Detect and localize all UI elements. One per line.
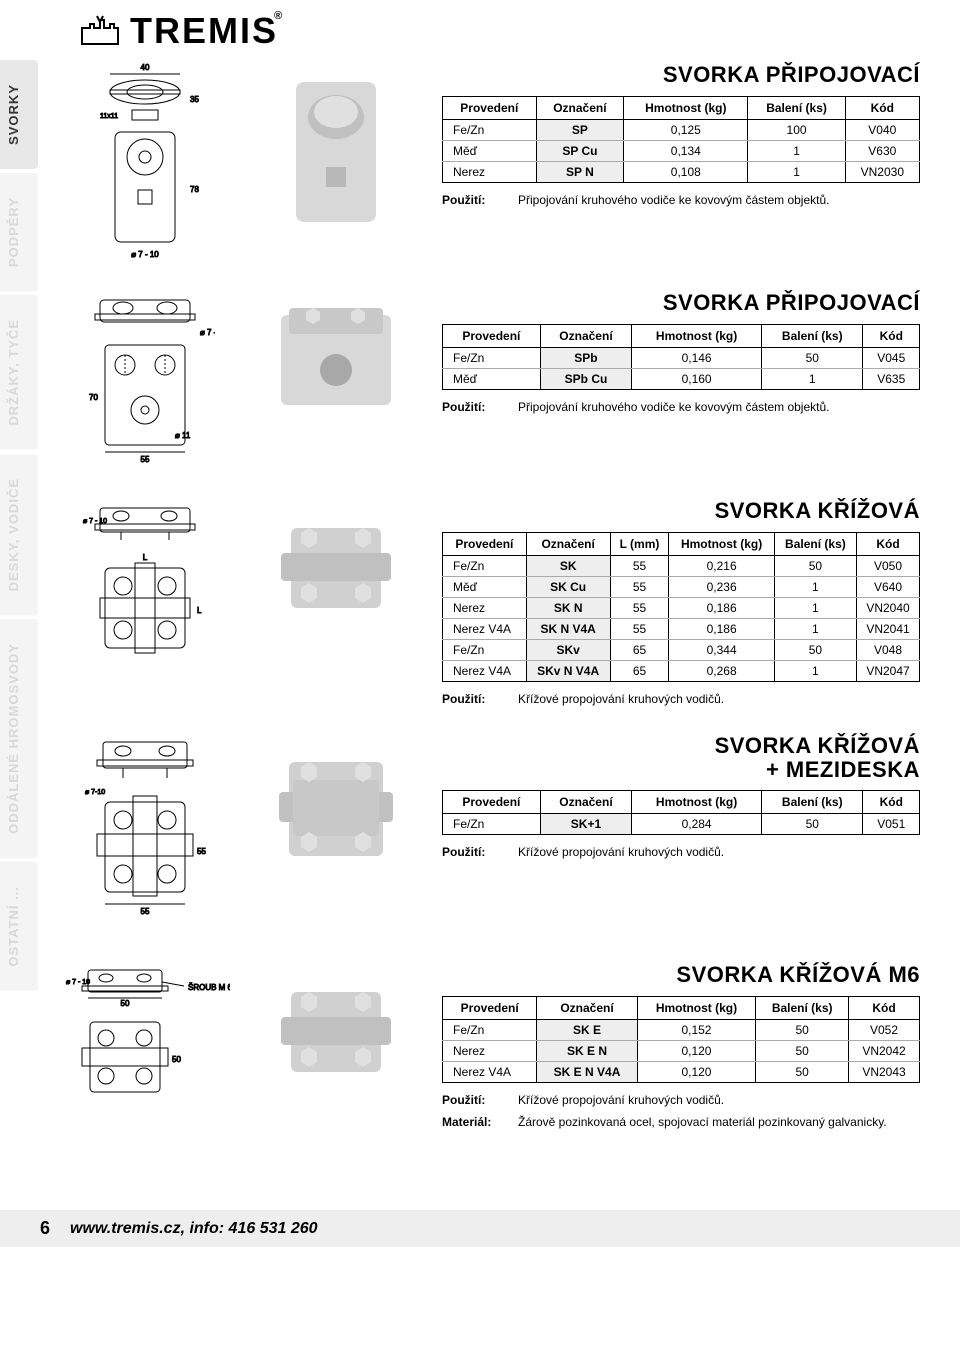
page-content: TREMIS® 40 35 11x11 78 xyxy=(0,0,960,1190)
usage-label: Použití: xyxy=(442,193,502,207)
usage-text: Připojování kruhového vodiče ke kovovým … xyxy=(518,400,920,414)
table-row: Fe/Zn SPb 0,146 50 V045 xyxy=(443,348,920,369)
brand-logo-icon xyxy=(80,14,120,48)
table-row: Fe/ZnSK550,21650V050 xyxy=(443,556,920,577)
svg-text:35: 35 xyxy=(190,95,199,104)
brand-name: TREMIS® xyxy=(130,10,284,52)
svg-text:L: L xyxy=(197,606,202,615)
section-ske: ⌀ 7 - 10 50 ŠROUB M 6 50 xyxy=(60,962,920,1132)
table-row: Nerez SP N 0,108 1 VN2030 xyxy=(443,162,920,183)
diagram-sk1: ⌀ 7-10 55 55 xyxy=(60,734,230,934)
table-row: Fe/Zn SP 0,125 100 V040 xyxy=(443,120,920,141)
content-ske: SVORKA KŘÍŽOVÁ M6 Provedení Označení Hmo… xyxy=(442,962,920,1129)
table-row: Měď SPb Cu 0,160 1 V635 xyxy=(443,369,920,390)
th: Provedení xyxy=(443,97,537,120)
svg-text:55: 55 xyxy=(141,455,150,464)
material-ske: Materiál: Žárově pozinkovaná ocel, spojo… xyxy=(442,1115,920,1129)
brand-reg: ® xyxy=(274,10,284,22)
usage-ske: Použití: Křížové propojování kruhových v… xyxy=(442,1093,920,1107)
th: Hmotnost (kg) xyxy=(624,97,748,120)
svg-text:50: 50 xyxy=(121,999,130,1008)
page-footer: 6 www.tremis.cz, info: 416 531 260 xyxy=(0,1210,960,1247)
material-text: Žárově pozinkovaná ocel, spojovací mater… xyxy=(518,1115,920,1129)
section-sp: 40 35 11x11 78 ⌀ 7 - 10 xyxy=(60,62,920,262)
table-row: MěďSK Cu550,2361V640 xyxy=(443,577,920,598)
photo-sk xyxy=(246,498,426,638)
svg-text:ŠROUB M 6: ŠROUB M 6 xyxy=(188,983,230,992)
section-sk1: ⌀ 7-10 55 55 xyxy=(60,734,920,934)
content-spb: SVORKA PŘIPOJOVACÍ Provedení Označení Hm… xyxy=(442,290,920,414)
photo-sk1 xyxy=(246,734,426,884)
title-spb: SVORKA PŘIPOJOVACÍ xyxy=(442,290,920,316)
content-sk1: SVORKA KŘÍŽOVÁ + MEZIDESKA Provedení Ozn… xyxy=(442,734,920,859)
svg-text:78: 78 xyxy=(190,185,199,194)
usage-text: Připojování kruhového vodiče ke kovovým … xyxy=(518,193,920,207)
svg-text:⌀ 7-10: ⌀ 7-10 xyxy=(85,789,105,796)
svg-text:⌀ 11: ⌀ 11 xyxy=(175,431,191,440)
usage-text: Křížové propojování kruhových vodičů. xyxy=(518,845,920,859)
usage-sk1: Použití: Křížové propojování kruhových v… xyxy=(442,845,920,859)
table-row: Nerez V4ASK E N V4A0,12050VN2043 xyxy=(443,1062,920,1083)
section-spb: ⌀ 7 - 10 70 ⌀ 11 55 xyxy=(60,290,920,470)
diagram-spb: ⌀ 7 - 10 70 ⌀ 11 55 xyxy=(60,290,230,470)
table-row: Nerez V4ASKv N V4A650,2681VN2047 xyxy=(443,661,920,682)
section-sk: ⌀ 7 - 10 L L xyxy=(60,498,920,706)
svg-text:40: 40 xyxy=(141,63,150,72)
usage-sp: Použití: Připojování kruhového vodiče ke… xyxy=(442,193,920,207)
svg-text:50: 50 xyxy=(172,1055,181,1064)
title-sk1: SVORKA KŘÍŽOVÁ + MEZIDESKA xyxy=(442,734,920,782)
table-row: Fe/ZnSK E0,15250V052 xyxy=(443,1020,920,1041)
usage-label: Použití: xyxy=(442,400,502,414)
usage-label: Použití: xyxy=(442,845,502,859)
page-number: 6 xyxy=(40,1218,50,1239)
th: Kód xyxy=(845,97,919,120)
photo-spb xyxy=(246,290,426,420)
content-sk: SVORKA KŘÍŽOVÁ Provedení Označení L (mm)… xyxy=(442,498,920,706)
title-sk: SVORKA KŘÍŽOVÁ xyxy=(442,498,920,524)
diagram-sp: 40 35 11x11 78 ⌀ 7 - 10 xyxy=(60,62,230,262)
table-row: Měď SP Cu 0,134 1 V630 xyxy=(443,141,920,162)
material-label: Materiál: xyxy=(442,1115,502,1129)
table-row: Fe/ZnSKv650,34450V048 xyxy=(443,640,920,661)
title-ske: SVORKA KŘÍŽOVÁ M6 xyxy=(442,962,920,988)
table-row: Nerez V4ASK N V4A550,1861VN2041 xyxy=(443,619,920,640)
table-sk1: Provedení Označení Hmotnost (kg) Balení … xyxy=(442,790,920,835)
usage-spb: Použití: Připojování kruhového vodiče ke… xyxy=(442,400,920,414)
svg-text:L: L xyxy=(143,553,148,562)
usage-label: Použití: xyxy=(442,1093,502,1107)
table-row: NerezSK N550,1861VN2040 xyxy=(443,598,920,619)
table-sp: Provedení Označení Hmotnost (kg) Balení … xyxy=(442,96,920,183)
footer-link: www.tremis.cz, info: 416 531 260 xyxy=(70,1220,318,1238)
usage-text: Křížové propojování kruhových vodičů. xyxy=(518,692,920,706)
svg-text:⌀ 7 - 10: ⌀ 7 - 10 xyxy=(131,250,159,259)
title-sp: SVORKA PŘIPOJOVACÍ xyxy=(442,62,920,88)
content-sp: SVORKA PŘIPOJOVACÍ Provedení Označení Hm… xyxy=(442,62,920,207)
th: Označení xyxy=(536,97,623,120)
usage-text: Křížové propojování kruhových vodičů. xyxy=(518,1093,920,1107)
svg-text:55: 55 xyxy=(141,907,150,916)
table-row: Fe/Zn SK+1 0,284 50 V051 xyxy=(443,814,920,835)
svg-text:⌀ 7 - 10: ⌀ 7 - 10 xyxy=(66,979,90,986)
svg-text:11x11: 11x11 xyxy=(100,113,118,120)
svg-text:55: 55 xyxy=(197,847,206,856)
th: Balení (ks) xyxy=(748,97,845,120)
usage-sk: Použití: Křížové propojování kruhových v… xyxy=(442,692,920,706)
usage-label: Použití: xyxy=(442,692,502,706)
table-spb: Provedení Označení Hmotnost (kg) Balení … xyxy=(442,324,920,390)
diagram-ske: ⌀ 7 - 10 50 ŠROUB M 6 50 xyxy=(60,962,230,1132)
svg-text:70: 70 xyxy=(89,393,98,402)
svg-text:⌀ 7 - 10: ⌀ 7 - 10 xyxy=(200,328,215,337)
table-row: NerezSK E N0,12050VN2042 xyxy=(443,1041,920,1062)
table-ske: Provedení Označení Hmotnost (kg) Balení … xyxy=(442,996,920,1083)
diagram-sk: ⌀ 7 - 10 L L xyxy=(60,498,230,688)
photo-sp xyxy=(246,62,426,242)
table-sk: Provedení Označení L (mm) Hmotnost (kg) … xyxy=(442,532,920,682)
brand-header: TREMIS® xyxy=(80,10,920,52)
photo-ske xyxy=(246,962,426,1102)
